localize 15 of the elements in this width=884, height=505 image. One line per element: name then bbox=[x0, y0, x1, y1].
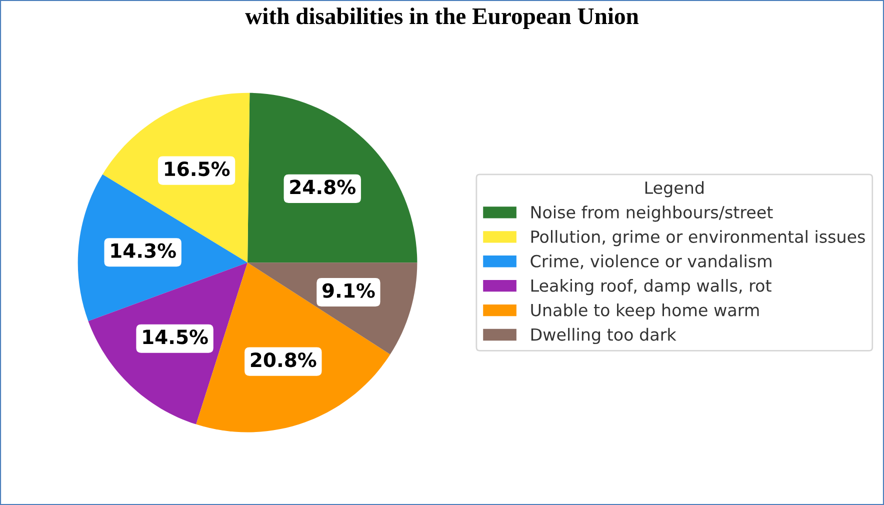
legend-label: Pollution, grime or environmental issues bbox=[531, 230, 865, 246]
data-label: 9.1% bbox=[322, 283, 375, 298]
legend-label: Unable to keep home warm bbox=[531, 303, 759, 320]
data-label: 24.8% bbox=[290, 180, 356, 194]
data-label: 16.5% bbox=[165, 162, 230, 176]
legend-label: Crime, violence or vandalism bbox=[530, 254, 772, 270]
pie-slice bbox=[248, 92, 418, 263]
data-label: 14.5% bbox=[143, 330, 208, 344]
legend-label: Leaking roof, damp walls, rot bbox=[531, 279, 772, 296]
legend-title: Legend bbox=[645, 181, 704, 198]
data-label: 14.3% bbox=[111, 243, 176, 258]
legend-label: Noise from neighbours/street bbox=[531, 206, 773, 222]
data-label: 20.8% bbox=[250, 352, 316, 368]
legend-label: Dwelling too dark bbox=[531, 328, 676, 344]
chart-title: with disabilities in the European Union bbox=[245, 8, 639, 29]
